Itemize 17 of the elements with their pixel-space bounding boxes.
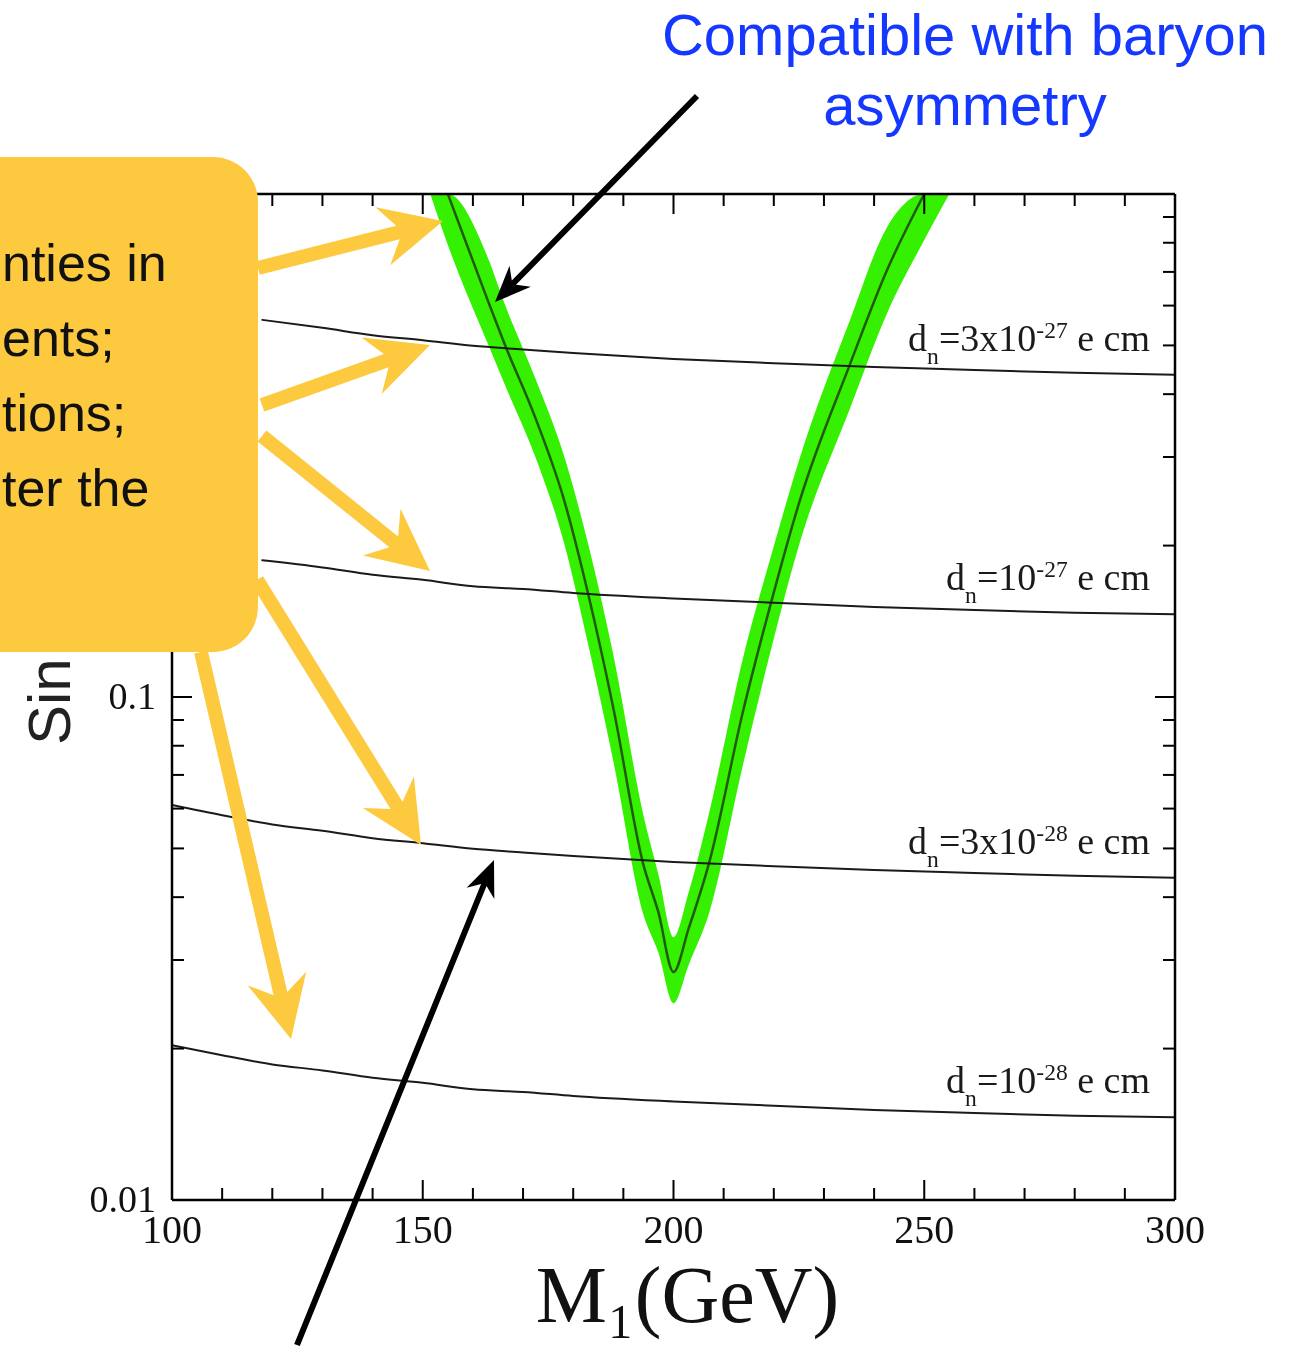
x-axis-title: M₁(GeV) — [535, 1251, 840, 1340]
line-series — [172, 803, 1175, 879]
x-tick-label: 250 — [894, 1207, 955, 1252]
y-tick-label: 0.1 — [108, 675, 156, 717]
series-label: d$_{n}$=3x10$^{-27}$ e cm — [908, 316, 1150, 369]
series-label: d$_{n}$=10$^{-28}$ e cm — [946, 1059, 1150, 1112]
line-series — [172, 1044, 1175, 1119]
x-tick-label: 300 — [1145, 1207, 1205, 1252]
line-series — [261, 318, 1175, 376]
series-label: d$_{n}$=3x10$^{-28}$ e cm — [908, 819, 1150, 872]
text: nties in ents; tions; ter the — [2, 233, 168, 519]
series-label: d$_{n}$=10$^{-27}$ e cm — [946, 556, 1150, 609]
line-series — [261, 559, 1175, 616]
text: Compatible with baryon asymmetry — [660, 1, 1270, 139]
x-tick-label: 200 — [643, 1207, 704, 1252]
y-axis-title: Sin — [16, 658, 83, 745]
x-tick-label: 150 — [392, 1207, 453, 1252]
